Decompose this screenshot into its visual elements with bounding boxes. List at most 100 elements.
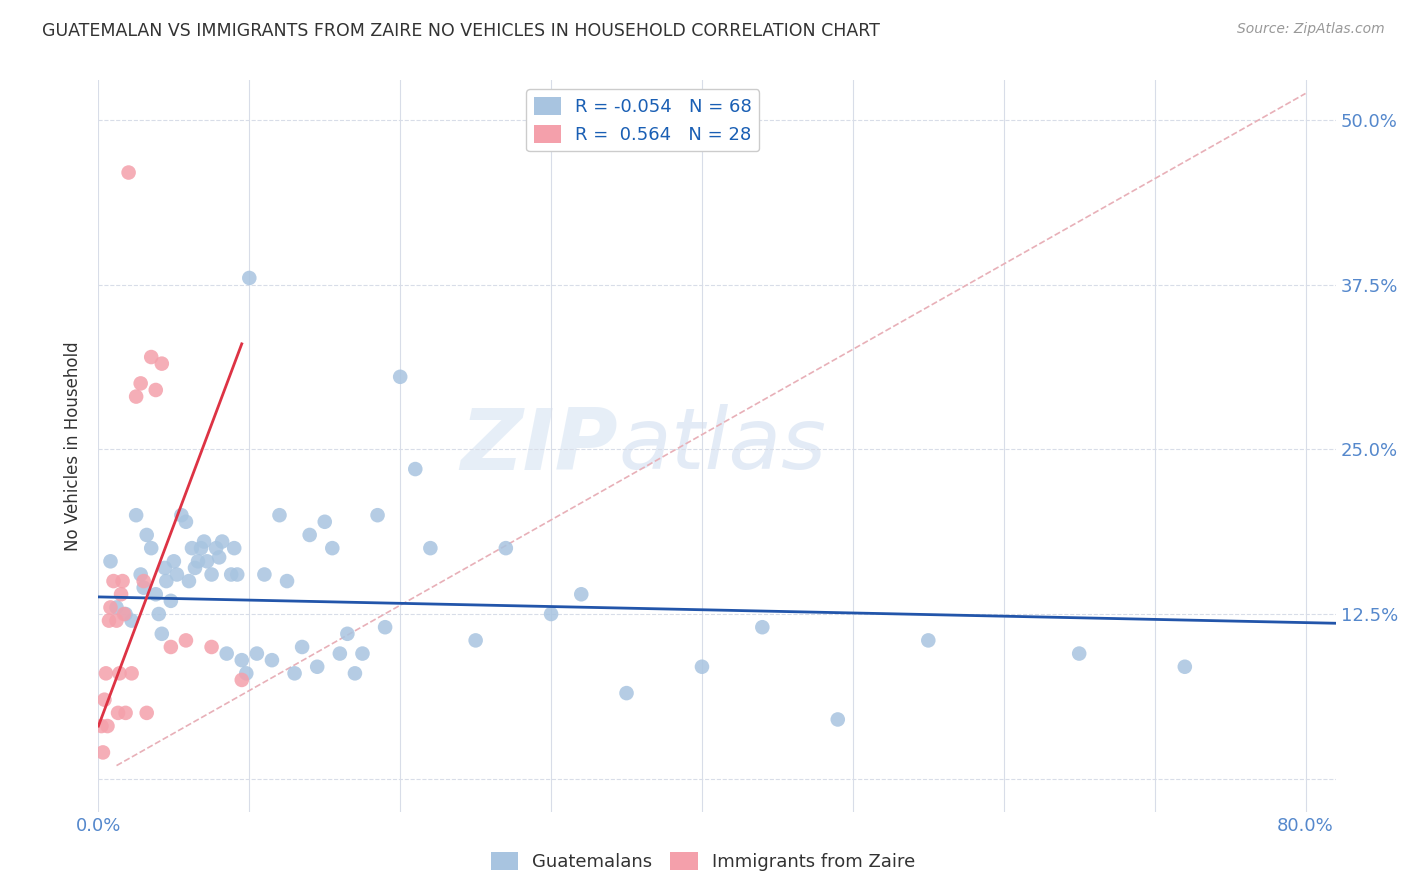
Text: GUATEMALAN VS IMMIGRANTS FROM ZAIRE NO VEHICLES IN HOUSEHOLD CORRELATION CHART: GUATEMALAN VS IMMIGRANTS FROM ZAIRE NO V… [42, 22, 880, 40]
Point [96, 719, 118, 733]
Point [181, 541, 204, 556]
Point [374, 620, 396, 634]
Point [91, 746, 114, 760]
Point [135, 706, 157, 720]
Point [200, 640, 222, 654]
Point [121, 614, 143, 628]
Point [246, 647, 269, 661]
Point [105, 614, 128, 628]
Point [276, 574, 298, 588]
Point [121, 666, 143, 681]
Point [135, 528, 157, 542]
Point [153, 561, 176, 575]
Point [464, 633, 486, 648]
Point [419, 541, 441, 556]
Point [190, 541, 212, 556]
Point [148, 607, 170, 621]
Point [132, 574, 155, 588]
Point [125, 508, 148, 523]
Point [540, 607, 562, 621]
Point [114, 607, 136, 621]
Point [141, 541, 163, 556]
Point [291, 640, 314, 654]
Point [284, 666, 307, 681]
Point [193, 534, 215, 549]
Point [114, 706, 136, 720]
Point [150, 627, 173, 641]
Point [211, 534, 233, 549]
Point [170, 508, 193, 523]
Point [253, 567, 276, 582]
Point [117, 165, 139, 179]
Point [215, 647, 238, 661]
Point [616, 686, 638, 700]
Point [352, 647, 374, 661]
Point [184, 561, 207, 575]
Point [329, 647, 352, 661]
Point [103, 574, 125, 588]
Point [208, 550, 231, 565]
Point [110, 587, 132, 601]
Point [219, 567, 242, 582]
Point [108, 666, 131, 681]
Point [166, 567, 188, 582]
Point [145, 587, 167, 601]
Point [174, 633, 197, 648]
Point [917, 633, 939, 648]
Point [321, 541, 343, 556]
Point [100, 554, 122, 568]
Point [226, 567, 249, 582]
Point [307, 659, 329, 673]
Point [94, 666, 117, 681]
Point [238, 271, 260, 285]
Point [93, 692, 115, 706]
Text: atlas: atlas [619, 404, 827, 488]
Point [336, 627, 359, 641]
Point [200, 567, 222, 582]
Point [231, 673, 253, 687]
Point [160, 594, 183, 608]
Point [343, 666, 366, 681]
Point [90, 719, 112, 733]
Point [150, 357, 173, 371]
Point [495, 541, 517, 556]
Point [145, 383, 167, 397]
Point [298, 528, 321, 542]
Point [205, 541, 228, 556]
Point [174, 515, 197, 529]
Legend: R = -0.054   N = 68, R =  0.564   N = 28: R = -0.054 N = 68, R = 0.564 N = 28 [526, 89, 759, 152]
Point [1069, 647, 1091, 661]
Point [269, 508, 291, 523]
Point [751, 620, 773, 634]
Point [367, 508, 389, 523]
Point [98, 614, 121, 628]
Text: ZIP: ZIP [460, 404, 619, 488]
Point [1174, 659, 1197, 673]
Point [827, 713, 849, 727]
Y-axis label: No Vehicles in Household: No Vehicles in Household [65, 341, 83, 551]
Point [155, 574, 177, 588]
Point [389, 369, 412, 384]
Point [260, 653, 283, 667]
Point [569, 587, 592, 601]
Point [224, 541, 246, 556]
Point [129, 567, 152, 582]
Point [107, 706, 129, 720]
Point [125, 390, 148, 404]
Point [177, 574, 200, 588]
Point [129, 376, 152, 391]
Point [314, 515, 336, 529]
Point [231, 653, 253, 667]
Point [132, 581, 155, 595]
Legend: Guatemalans, Immigrants from Zaire: Guatemalans, Immigrants from Zaire [484, 845, 922, 879]
Point [105, 600, 128, 615]
Point [111, 574, 134, 588]
Point [160, 640, 183, 654]
Point [112, 607, 135, 621]
Point [195, 554, 218, 568]
Point [141, 350, 163, 364]
Point [100, 600, 122, 615]
Point [690, 659, 713, 673]
Text: Source: ZipAtlas.com: Source: ZipAtlas.com [1237, 22, 1385, 37]
Point [187, 554, 209, 568]
